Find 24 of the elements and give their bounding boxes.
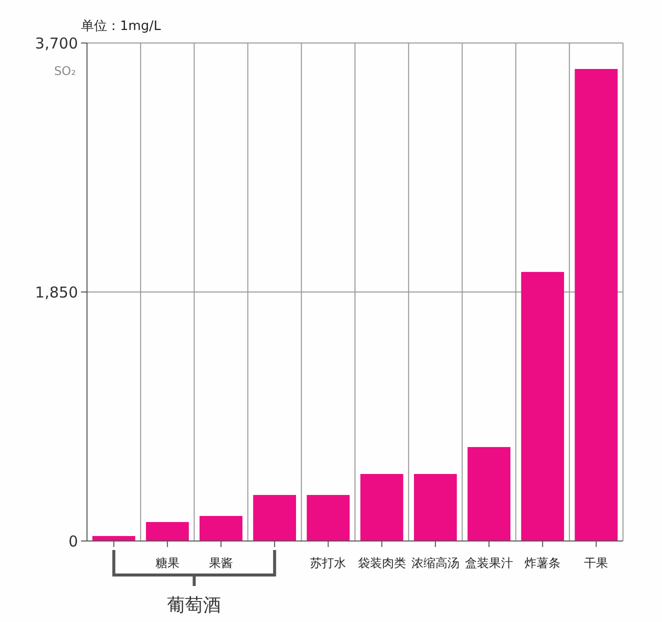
bar: [92, 536, 136, 541]
bar: [200, 516, 242, 541]
bar: [468, 447, 510, 541]
x-tick-label: 干果: [584, 556, 608, 570]
bar: [521, 272, 564, 541]
x-tick-label: 炸薯条: [524, 556, 561, 570]
y-tick-label: 1,850: [35, 283, 78, 302]
x-tick-label: 盒装果汁: [465, 556, 513, 570]
x-tick-label: 糖果: [155, 556, 180, 570]
text: SO₂: [54, 64, 76, 78]
bar: [253, 494, 296, 541]
text: 单位：1mg/L: [81, 19, 162, 34]
bar: [414, 474, 457, 541]
text: 葡萄酒: [167, 595, 222, 616]
bar: [574, 68, 618, 541]
bar: [360, 474, 404, 541]
bar: [146, 522, 189, 541]
bar: [306, 494, 350, 541]
y-tick-label: 0: [68, 532, 78, 550]
x-tick-label: 袋装肉类: [358, 556, 406, 570]
x-tick-label: 果酱: [209, 556, 233, 570]
y-tick-label: 3,700: [35, 34, 78, 52]
x-tick-label: 苏打水: [310, 556, 346, 570]
x-tick-label: 浓缩高汤: [411, 556, 460, 570]
